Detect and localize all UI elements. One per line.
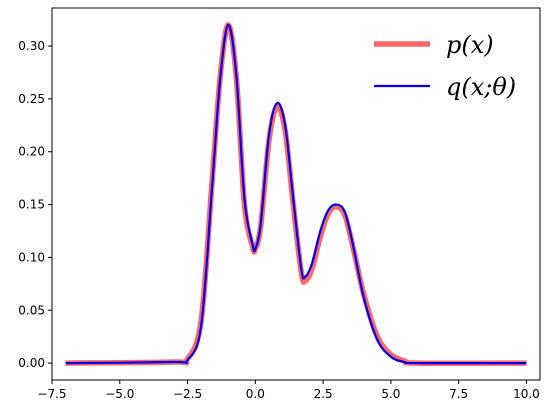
x-tick-label: 5.0 [381, 387, 400, 401]
series-line-q [65, 23, 527, 365]
y-tick-label: 0.20 [18, 145, 45, 159]
x-tick-label: 0.0 [246, 387, 265, 401]
x-tick-label: 7.5 [449, 387, 468, 401]
x-tick-label: −5.0 [105, 387, 134, 401]
y-tick-label: 0.25 [18, 92, 45, 106]
x-tick-label: −2.5 [173, 387, 202, 401]
axes: −7.5 −5.0 −2.5 0.0 2.5 5.0 7.5 10.0 0.00 0.05 0.10… [18, 7, 541, 401]
y-tick-label: 0.00 [18, 356, 45, 370]
x-tick-label: 10.0 [513, 387, 540, 401]
y-tick-label: 0.10 [18, 250, 45, 264]
plot-area [65, 22, 527, 366]
y-tick-label: 0.15 [18, 198, 45, 212]
legend-label-p: p(x) [446, 31, 494, 59]
axes-frame [51, 7, 541, 381]
legend-label-q: q(x;θ) [446, 73, 516, 101]
legend: p(x) q(x;θ) [374, 31, 516, 101]
x-tick-label: 2.5 [314, 387, 333, 401]
y-tick-label: 0.30 [18, 39, 45, 53]
x-tick-label: −7.5 [37, 387, 66, 401]
y-tick-label: 0.05 [18, 303, 45, 317]
